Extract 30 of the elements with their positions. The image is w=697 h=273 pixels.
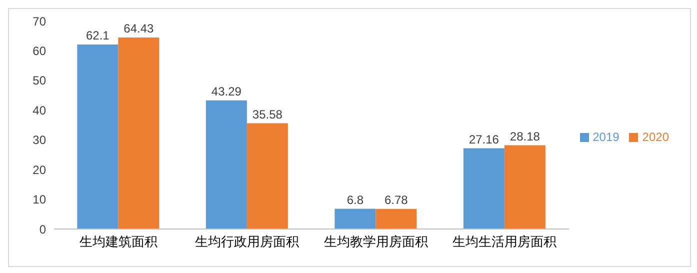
data-label: 6.8 (346, 192, 364, 207)
legend-label: 2020 (642, 130, 669, 144)
bar (77, 44, 118, 229)
x-tick-label: 生均教学用房面积 (324, 234, 428, 250)
x-tick-label: 生均建筑面积 (79, 235, 158, 250)
bar (504, 145, 546, 229)
y-tick-label: 70 (32, 14, 46, 28)
y-tick-label: 30 (32, 133, 46, 148)
y-tick-label: 10 (32, 192, 46, 207)
x-tick-label: 生均行政用房面积 (195, 234, 300, 250)
bar (463, 148, 504, 229)
y-tick-label: 20 (32, 162, 46, 177)
legend-label: 2019 (592, 130, 620, 144)
y-tick-label: 40 (32, 103, 46, 118)
data-label: 6.78 (384, 192, 408, 207)
y-tick-label: 0 (39, 222, 46, 236)
y-tick-label: 50 (32, 74, 46, 88)
bar (334, 208, 376, 229)
y-tick-label: 60 (32, 44, 46, 58)
x-tick-label: 生均生活用房面积 (452, 234, 557, 250)
data-label: 64.43 (124, 22, 154, 36)
data-label: 35.58 (252, 107, 283, 122)
data-label: 28.18 (510, 129, 540, 144)
data-label: 62.1 (86, 28, 110, 42)
data-label: 27.16 (468, 132, 500, 146)
bar (376, 208, 417, 229)
bar (246, 123, 288, 229)
data-label: 43.29 (211, 84, 242, 98)
bar (206, 100, 247, 229)
bar (118, 38, 160, 229)
